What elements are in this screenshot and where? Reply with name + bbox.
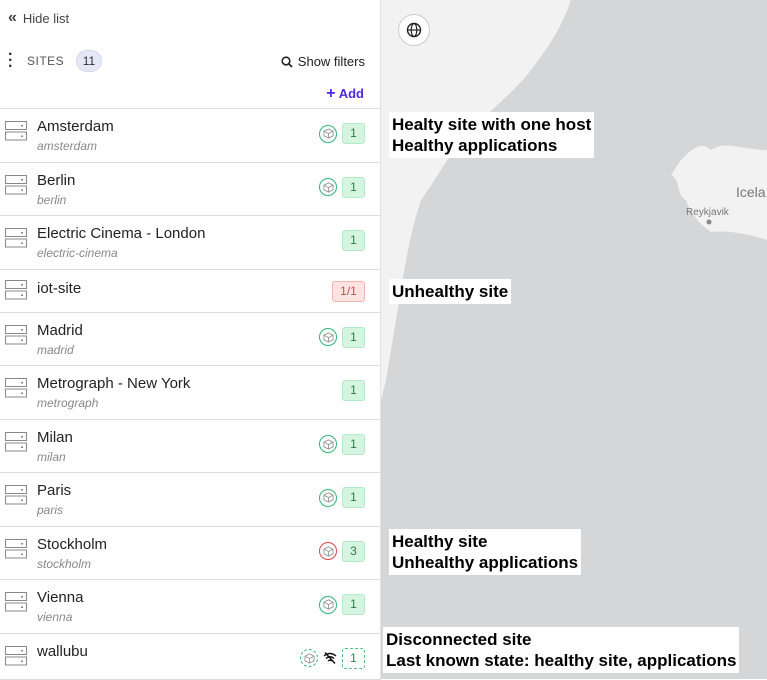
site-name: Electric Cinema - London	[37, 225, 206, 242]
sites-title: SITES	[27, 54, 65, 68]
site-row[interactable]: Berlin berlin 1	[0, 163, 381, 216]
wifi-off-icon	[323, 652, 337, 664]
site-name: Milan	[37, 428, 73, 446]
sites-list: Amsterdam amsterdam 1 Berlin berlin 1 Electric…	[0, 108, 381, 680]
hosts-badge: 3	[342, 540, 365, 562]
map[interactable]: Reykjavik Icela Healty site with one hos…	[381, 0, 767, 679]
country-label: Icela	[736, 184, 766, 200]
hosts-badge: 1	[342, 647, 365, 669]
server-icon	[5, 279, 27, 299]
server-icon	[5, 538, 27, 558]
server-icon	[5, 485, 27, 505]
applications-status-icon[interactable]	[319, 178, 337, 196]
site-row[interactable]: Vienna vienna 1	[0, 580, 381, 634]
show-filters-button[interactable]: Show filters	[281, 54, 365, 69]
annotation-disconnected: Disconnected site Last known state: healt…	[383, 627, 740, 673]
site-row[interactable]: Amsterdam amsterdam 1	[0, 109, 381, 163]
site-name: Amsterdam	[37, 118, 114, 135]
server-icon	[5, 324, 27, 344]
site-row[interactable]: wallubu 1	[0, 634, 381, 680]
site-name: Madrid	[37, 321, 83, 339]
applications-status-icon[interactable]	[319, 435, 337, 453]
show-filters-label: Show filters	[297, 54, 365, 69]
server-icon	[5, 228, 27, 248]
applications-status-icon[interactable]	[319, 542, 337, 560]
annotation-unhealthy-apps: Healthy site Unhealthy applications	[389, 529, 582, 575]
site-slug: milan	[37, 449, 66, 464]
applications-status-icon[interactable]	[319, 328, 337, 346]
server-icon	[5, 174, 27, 194]
site-row[interactable]: Madrid madrid 1	[0, 313, 381, 366]
site-row[interactable]: Milan milan 1	[0, 420, 381, 473]
sites-count-badge: 11	[76, 50, 102, 72]
site-slug: madrid	[37, 342, 74, 357]
applications-status-icon[interactable]	[300, 649, 318, 667]
search-icon	[281, 55, 293, 68]
applications-status-icon[interactable]	[319, 488, 337, 507]
hide-list-label: Hide list	[22, 10, 70, 26]
map-style-button[interactable]	[398, 14, 430, 46]
site-name: Stockholm	[37, 535, 108, 553]
hosts-badge: 1	[342, 176, 365, 198]
add-site-button[interactable]: + Add	[326, 85, 364, 103]
hosts-badge: 1	[342, 380, 365, 401]
site-slug: vienna	[37, 610, 73, 624]
hosts-badge: 1	[342, 326, 365, 348]
site-row[interactable]: Metrograph - New York metrograph 1	[0, 366, 381, 420]
site-slug: paris	[37, 503, 64, 517]
site-name: iot-site	[37, 279, 82, 297]
server-icon	[5, 645, 27, 665]
more-menu-icon[interactable]: · · ·	[8, 46, 14, 75]
globe-icon	[406, 22, 422, 38]
add-label: Add	[338, 86, 364, 101]
site-row[interactable]: Electric Cinema - London electric-cinema 1	[0, 216, 381, 270]
hosts-badge: 1	[342, 487, 365, 508]
annotation-healthy: Healty site with one host Healthy applica…	[389, 112, 595, 158]
sites-sidebar: « Hide list · · · SITES 11 Show filters + …	[0, 0, 381, 680]
site-name: Vienna	[37, 589, 84, 606]
site-slug: metrograph	[37, 396, 99, 410]
city-label: Reykjavik	[686, 207, 729, 218]
map-land	[381, 0, 767, 400]
applications-status-icon[interactable]	[319, 124, 337, 143]
hosts-badge: 1/1	[332, 280, 365, 302]
site-slug: berlin	[37, 192, 67, 207]
server-icon	[5, 592, 27, 612]
server-icon	[5, 431, 27, 451]
hosts-badge: 1	[342, 230, 365, 251]
site-name: Metrograph - New York	[37, 375, 191, 392]
hide-list-button[interactable]: « Hide list	[8, 9, 69, 27]
site-name: Berlin	[37, 171, 76, 189]
double-chevron-left-icon: «	[8, 9, 17, 26]
site-row[interactable]: Stockholm stockholm 3	[0, 527, 381, 580]
site-slug: electric-cinema	[37, 246, 118, 260]
site-name: Paris	[37, 482, 72, 499]
reykjavik-marker	[706, 219, 712, 225]
site-name: wallubu	[37, 642, 88, 660]
applications-status-icon[interactable]	[319, 595, 337, 614]
hosts-badge: 1	[342, 433, 365, 455]
site-slug: stockholm	[37, 556, 92, 571]
plus-icon: +	[326, 85, 336, 102]
hosts-badge: 1	[342, 594, 365, 615]
annotation-unhealthy: Unhealthy site	[389, 279, 512, 304]
site-row[interactable]: Paris paris 1	[0, 473, 381, 527]
site-slug: amsterdam	[37, 139, 98, 153]
hosts-badge: 1	[342, 123, 365, 144]
server-icon	[5, 378, 27, 398]
server-icon	[5, 121, 27, 141]
sites-header: · · · SITES 11 Show filters	[0, 46, 381, 75]
site-row[interactable]: iot-site 1/1	[0, 270, 381, 313]
